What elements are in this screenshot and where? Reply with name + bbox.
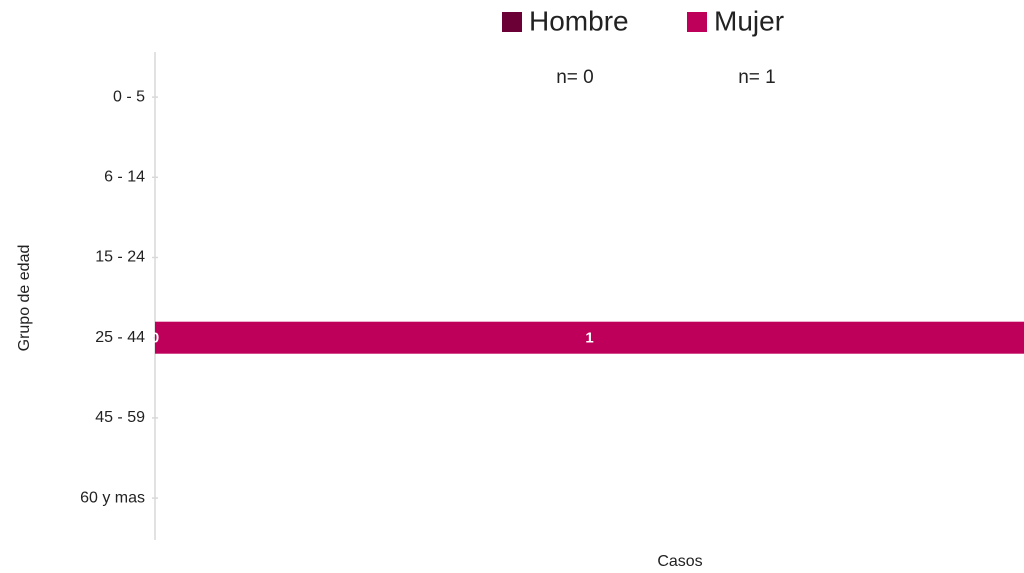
bar [155,321,1024,354]
legend-swatch [502,12,522,32]
y-tick-label: 25 - 44 [95,329,145,346]
y-axis-label: Grupo de edad [16,245,33,352]
x-axis-label: Casos [657,553,702,570]
y-tick-label: 60 y mas [80,489,145,506]
legend-swatch [687,12,707,32]
annotation: n= 1 [738,67,776,88]
legend-label: Hombre [529,5,629,36]
y-tick-label: 45 - 59 [95,409,145,426]
data-label: 1 [585,330,593,347]
y-tick-label: 15 - 24 [95,249,145,266]
annotation: n= 0 [556,67,594,88]
y-tick-label: 6 - 14 [104,169,145,186]
legend-label: Mujer [714,5,784,36]
data-label: 0 [151,330,159,347]
y-tick-label: 0 - 5 [113,88,145,105]
